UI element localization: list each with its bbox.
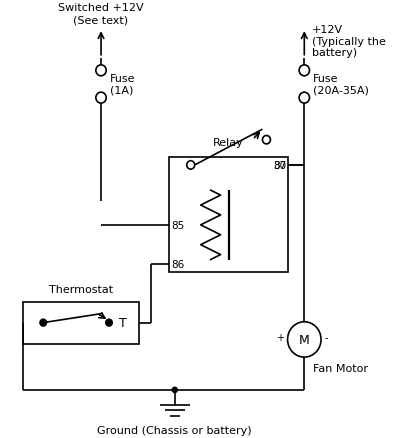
Text: +: +	[276, 332, 283, 343]
Text: 86: 86	[171, 259, 183, 269]
Text: +12V
(Typically the
battery): +12V (Typically the battery)	[311, 25, 385, 58]
Text: -: -	[324, 332, 327, 343]
Text: Switched +12V
(See text): Switched +12V (See text)	[58, 4, 143, 25]
Bar	[23, 302, 139, 344]
Circle shape	[40, 319, 46, 326]
Text: 87: 87	[273, 161, 286, 170]
Text: Fan Motor: Fan Motor	[312, 364, 367, 374]
Text: 85: 85	[171, 220, 183, 230]
Bar	[168, 157, 288, 272]
Text: Relay: Relay	[213, 138, 243, 148]
Text: T: T	[119, 316, 126, 329]
Text: Thermostat: Thermostat	[49, 284, 113, 294]
Text: 30: 30	[273, 161, 286, 170]
Circle shape	[106, 319, 112, 326]
Text: M: M	[298, 333, 309, 346]
Text: Fuse
(1A): Fuse (1A)	[109, 74, 135, 95]
Text: Fuse
(20A-35A): Fuse (20A-35A)	[312, 74, 368, 95]
Circle shape	[172, 388, 177, 392]
Text: Ground (Chassis or battery): Ground (Chassis or battery)	[97, 425, 252, 435]
